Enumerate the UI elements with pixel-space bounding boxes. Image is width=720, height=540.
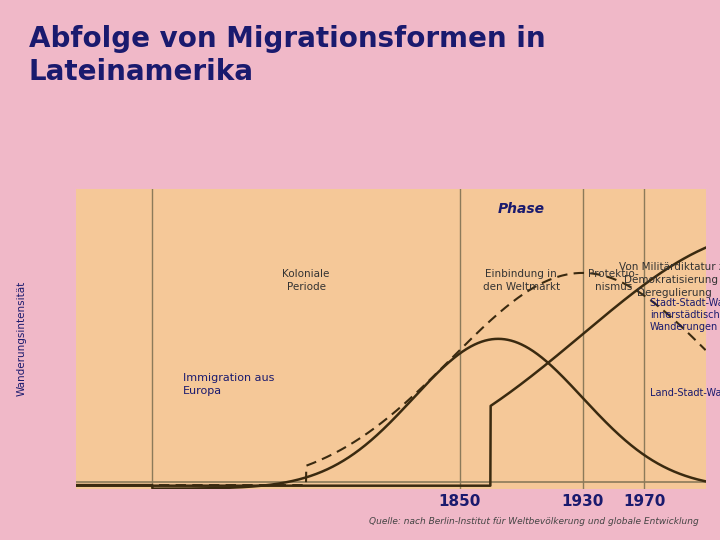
Text: Protektio-
nismus: Protektio- nismus bbox=[588, 269, 639, 292]
Text: Wanderungsintensität: Wanderungsintensität bbox=[17, 281, 27, 396]
Text: Koloniale
Periode: Koloniale Periode bbox=[282, 269, 330, 292]
Text: Land-Stadt-Wanderungen: Land-Stadt-Wanderungen bbox=[650, 388, 720, 397]
Text: Abfolge von Migrationsformen in
Lateinamerika: Abfolge von Migrationsformen in Lateinam… bbox=[29, 25, 546, 86]
Text: Quelle: nach Berlin-Institut für Weltbevölkerung und globale Entwicklung: Quelle: nach Berlin-Institut für Weltbev… bbox=[369, 517, 698, 525]
Text: Phase: Phase bbox=[498, 202, 545, 216]
Text: Immigration aus
Europa: Immigration aus Europa bbox=[183, 373, 274, 396]
Text: Stadt-Stadt-Wanderungen /
innerstädtische
Wanderungen: Stadt-Stadt-Wanderungen / innerstädtisch… bbox=[650, 298, 720, 332]
Text: Einbindung in
den Weltmarkt: Einbindung in den Weltmarkt bbox=[482, 269, 559, 292]
Text: Von Militärdiktatur zu
Demokratisierung /
Deregulierung: Von Militärdiktatur zu Demokratisierung … bbox=[619, 262, 720, 298]
